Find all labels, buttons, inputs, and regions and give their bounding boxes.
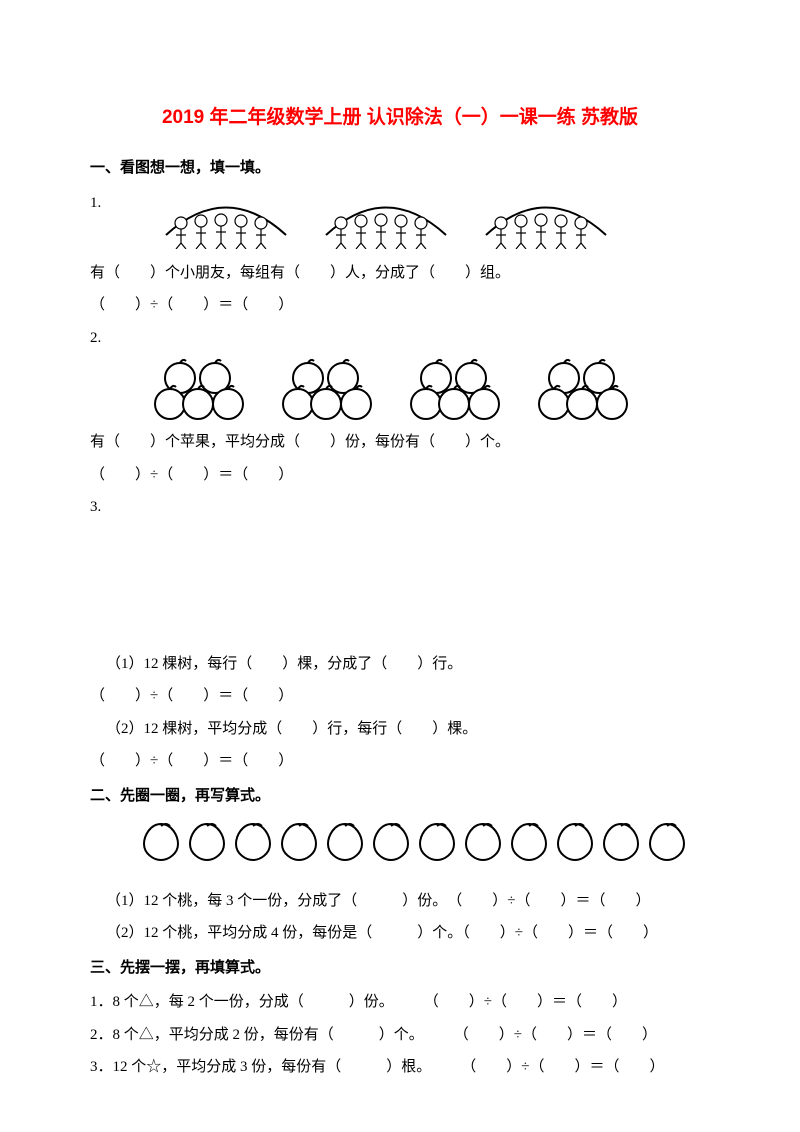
- q1-equation: （ ）÷（ ）＝（ ）: [90, 291, 710, 320]
- peach-icon: [186, 820, 228, 873]
- q1-row: 1.: [90, 189, 710, 255]
- jumprope-group-icon: [481, 195, 611, 249]
- peach-icon: [416, 820, 458, 873]
- s2-line-b: （2）12 个桃，平均分成 4 份，每份是（ ）个。（ ）÷（ ）＝（ ）: [106, 919, 710, 948]
- q3b-text: （2）12 棵树，平均分成（ ）行，每行（ ）棵。: [106, 715, 710, 744]
- q3-number: 3.: [90, 493, 710, 522]
- apple-group-icon: [406, 358, 506, 422]
- q3b-equation: （ ）÷（ ）＝（ ）: [90, 747, 710, 776]
- peach-icon: [278, 820, 320, 873]
- q2-images: [150, 358, 710, 422]
- apple-group-icon: [278, 358, 378, 422]
- peach-icon: [600, 820, 642, 873]
- page-title: 2019 年二年级数学上册 认识除法（一）一课一练 苏教版: [90, 100, 710, 136]
- q3a-equation: （ ）÷（ ）＝（ ）: [90, 682, 710, 711]
- jumprope-group-icon: [321, 195, 451, 249]
- q2-text: 有（ ）个苹果，平均分成（ ）份，每份有（ ）个。: [90, 428, 710, 457]
- apple-group-icon: [534, 358, 634, 422]
- q1-text: 有（ ）个小朋友，每组有（ ）人，分成了（ ）组。: [90, 259, 710, 288]
- s3-l2-text: 2．8 个△，平均分成 2 份，每份有（ ）个。: [90, 1021, 424, 1050]
- peach-icon: [324, 820, 366, 873]
- section-3-header: 三、先摆一摆，再填算式。: [90, 954, 710, 983]
- s3-l3-eq: （ ）÷（ ）＝（ ）: [461, 1053, 664, 1082]
- s3-line-2: 2．8 个△，平均分成 2 份，每份有（ ）个。 （ ）÷（ ）＝（ ）: [90, 1021, 710, 1050]
- peach-icon: [232, 820, 274, 873]
- q2-equation: （ ）÷（ ）＝（ ）: [90, 461, 710, 490]
- peach-icon: [646, 820, 688, 873]
- peach-row: [140, 820, 710, 873]
- s3-l2-eq: （ ）÷（ ）＝（ ）: [454, 1021, 657, 1050]
- s3-l1-text: 1．8 个△，每 2 个一份，分成（ ）份。: [90, 988, 394, 1017]
- peach-icon: [370, 820, 412, 873]
- s3-l1-eq: （ ）÷（ ）＝（ ）: [424, 988, 627, 1017]
- peach-icon: [508, 820, 550, 873]
- section-1-header: 一、看图想一想，填一填。: [90, 154, 710, 183]
- section-2-header: 二、先圈一圈，再写算式。: [90, 782, 710, 811]
- jumprope-group-icon: [161, 195, 291, 249]
- q3a-text: （1）12 棵树，每行（ ）棵，分成了（ ）行。: [106, 650, 710, 679]
- q1-images: [161, 195, 611, 249]
- worksheet-page: 2019 年二年级数学上册 认识除法（一）一课一练 苏教版 一、看图想一想，填一…: [0, 0, 800, 1126]
- q1-number: 1.: [90, 189, 101, 255]
- peach-icon: [554, 820, 596, 873]
- peach-icon: [140, 820, 182, 873]
- apple-group-icon: [150, 358, 250, 422]
- s3-line-3: 3．12 个☆，平均分成 3 份，每份有（ ）根。 （ ）÷（ ）＝（ ）: [90, 1053, 710, 1082]
- s3-line-1: 1．8 个△，每 2 个一份，分成（ ）份。 （ ）÷（ ）＝（ ）: [90, 988, 710, 1017]
- q3-image-placeholder: [90, 526, 710, 646]
- s3-l3-text: 3．12 个☆，平均分成 3 份，每份有（ ）根。: [90, 1053, 431, 1082]
- peach-icon: [462, 820, 504, 873]
- q2-number: 2.: [90, 324, 710, 353]
- s2-line-a: （1）12 个桃，每 3 个一份，分成了（ ）份。 （ ）÷（ ）＝（ ）: [106, 887, 710, 916]
